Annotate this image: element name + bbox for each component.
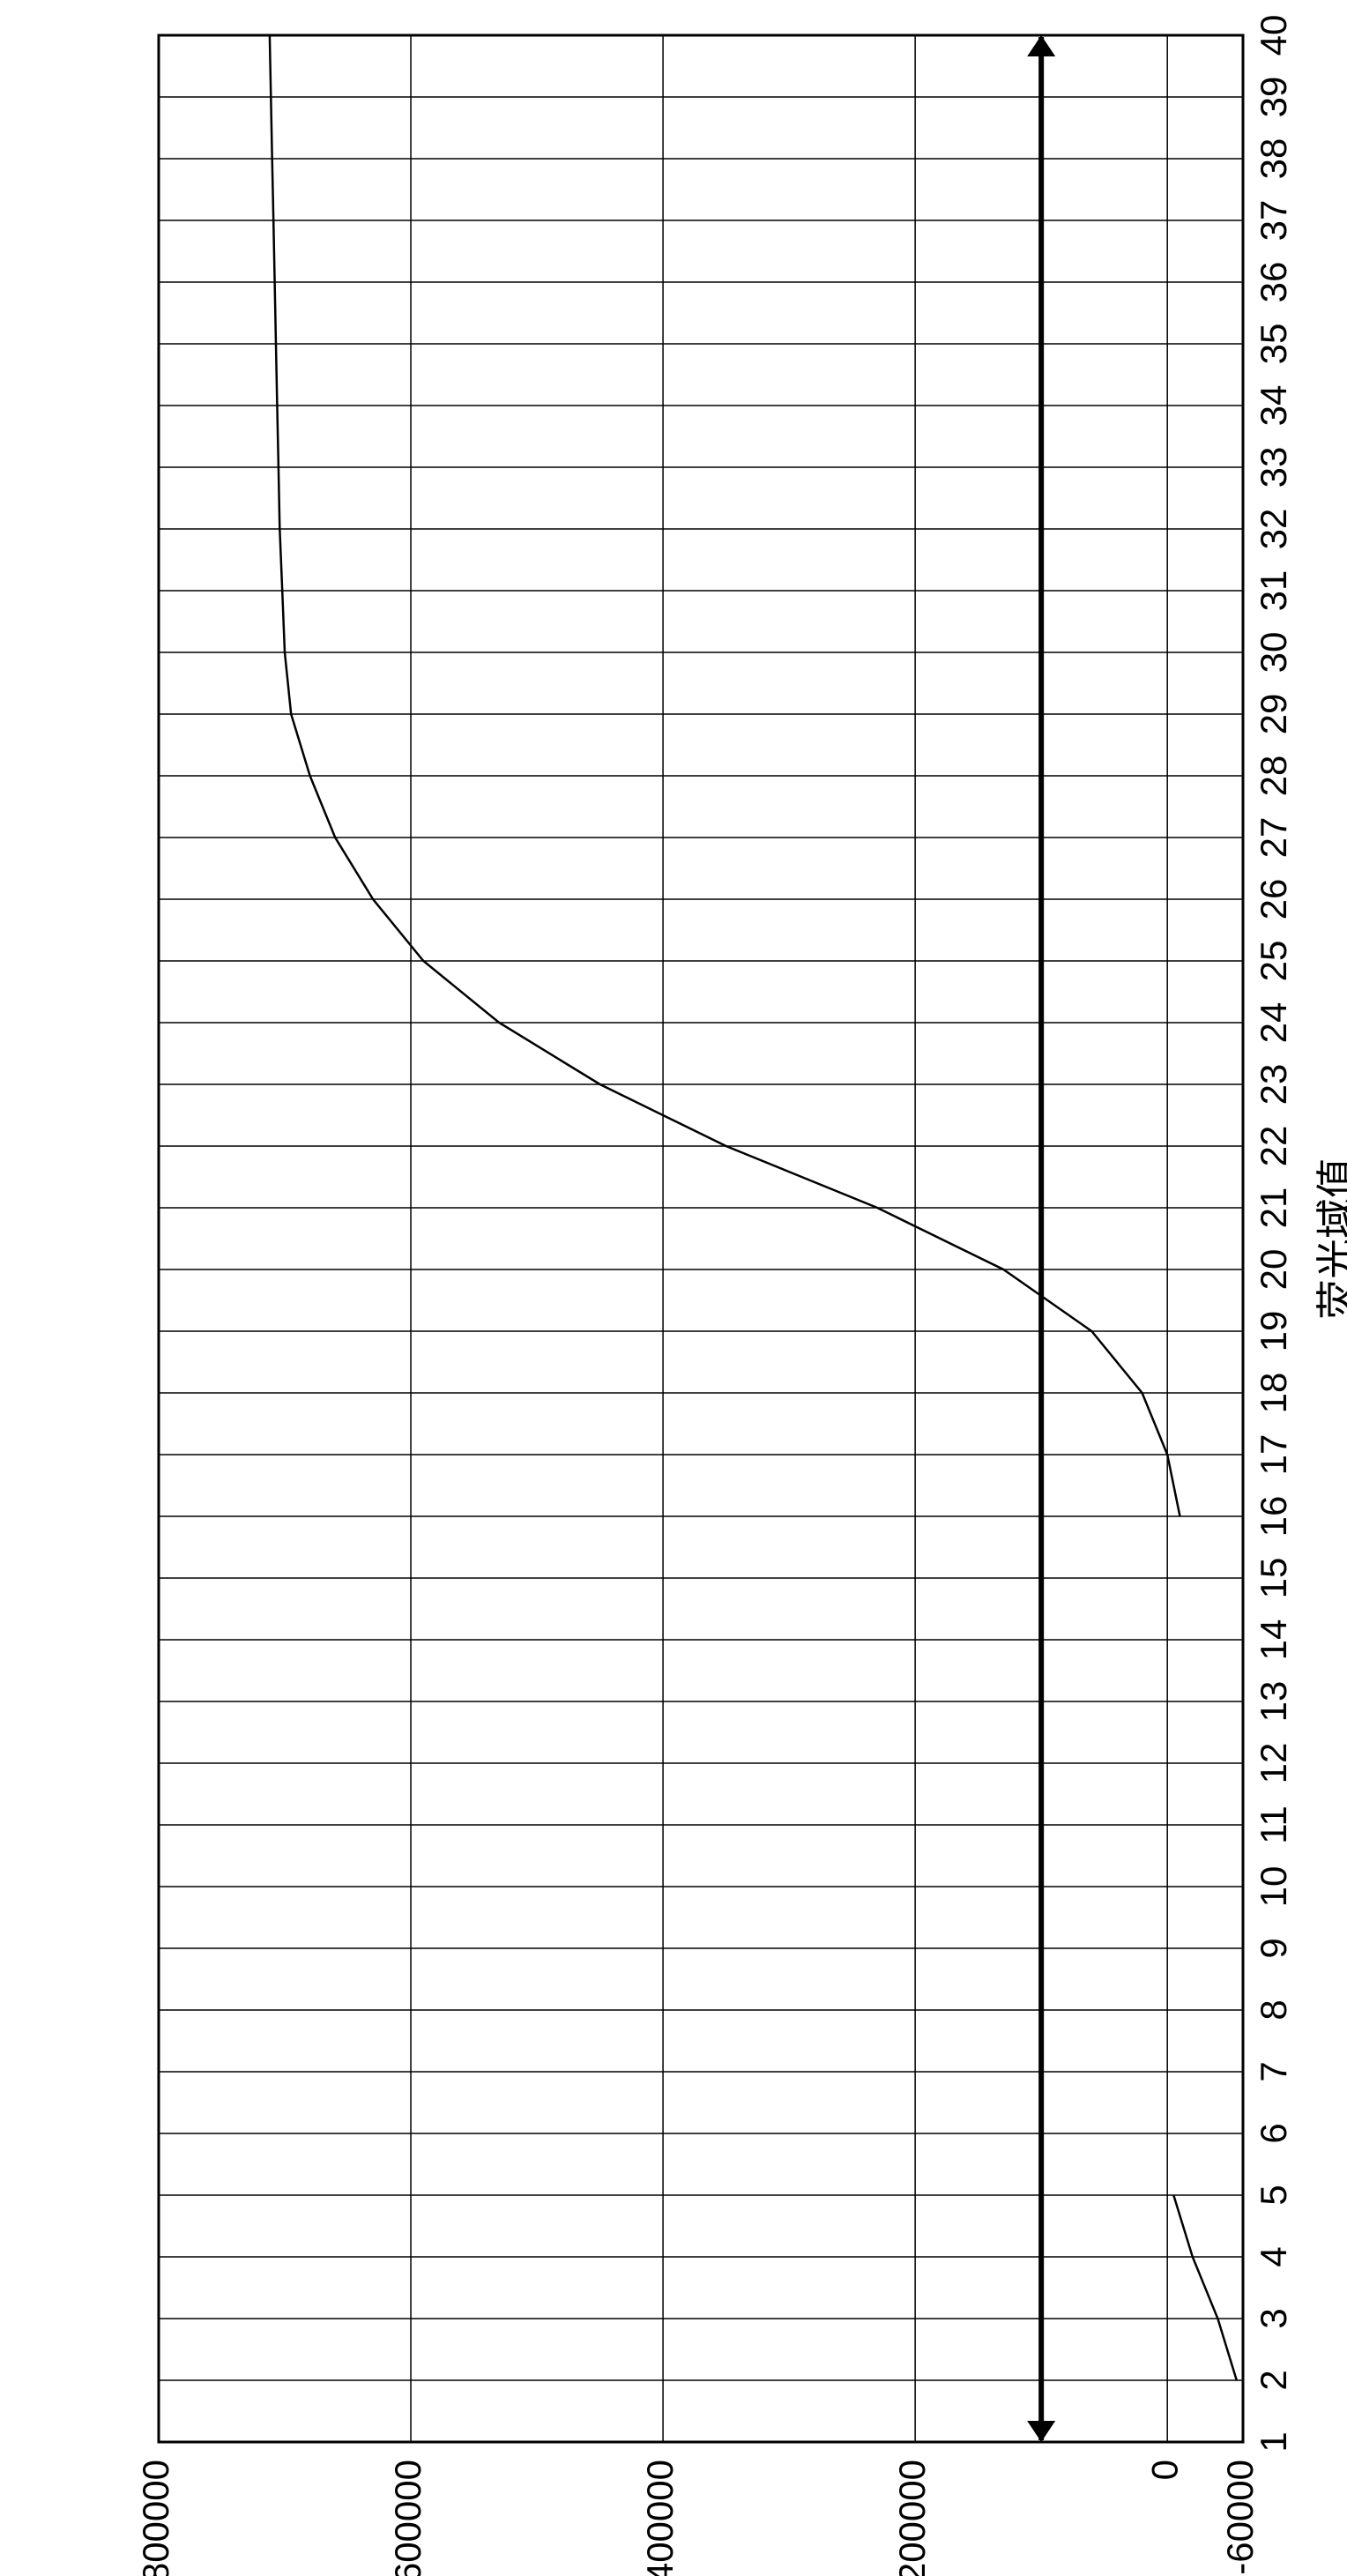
x-tick-label: 11 <box>1253 1805 1294 1844</box>
x-tick-label: 38 <box>1253 138 1294 180</box>
y-tick-label: -60000 <box>1219 2460 1261 2575</box>
x-tick-label: 9 <box>1253 1938 1294 1958</box>
x-tick-label: 34 <box>1253 385 1294 427</box>
x-tick-label: 20 <box>1253 1249 1294 1291</box>
x-tick-label: 6 <box>1253 2123 1294 2143</box>
y-tick-label: 200000 <box>891 2460 933 2576</box>
y-tick-label: 800000 <box>135 2460 176 2576</box>
x-tick-label: 37 <box>1253 200 1294 242</box>
x-tick-label: 15 <box>1253 1558 1294 1599</box>
x-tick-label: 32 <box>1253 509 1294 550</box>
x-tick-label: 23 <box>1253 1064 1294 1106</box>
x-tick-label: 24 <box>1253 1002 1294 1044</box>
x-tick-label: 8 <box>1253 1999 1294 2020</box>
x-tick-label: 30 <box>1253 632 1294 674</box>
x-tick-label: 17 <box>1253 1434 1294 1476</box>
x-tick-label: 4 <box>1253 2246 1294 2267</box>
x-tick-label: 26 <box>1253 879 1294 920</box>
x-tick-label: 39 <box>1253 77 1294 118</box>
x-tick-label: 22 <box>1253 1126 1294 1167</box>
x-tick-label: 31 <box>1253 570 1294 612</box>
line-chart: 1234567891011121314151617181920212223242… <box>0 0 1347 2576</box>
x-tick-label: 25 <box>1253 941 1294 982</box>
x-tick-label: 35 <box>1253 324 1294 365</box>
y-tick-label: 600000 <box>387 2460 428 2576</box>
x-tick-label: 10 <box>1253 1866 1294 1908</box>
x-tick-label: 29 <box>1253 694 1294 735</box>
x-tick-label: 13 <box>1253 1681 1294 1723</box>
chart-container: 1234567891011121314151617181920212223242… <box>0 0 1347 2576</box>
y-tick-label: 400000 <box>639 2460 681 2576</box>
x-tick-label: 28 <box>1253 756 1294 797</box>
x-tick-label: 1 <box>1253 2431 1294 2452</box>
y-tick-label: 0 <box>1143 2460 1185 2480</box>
x-tick-label: 16 <box>1253 1496 1294 1537</box>
x-tick-label: 36 <box>1253 262 1294 303</box>
x-axis-title: 荧光域值 <box>1314 1158 1347 1320</box>
x-tick-label: 14 <box>1253 1619 1294 1661</box>
x-tick-label: 5 <box>1253 2185 1294 2205</box>
x-tick-label: 27 <box>1253 817 1294 859</box>
x-tick-label: 40 <box>1253 15 1294 56</box>
x-tick-label: 3 <box>1253 2308 1294 2328</box>
x-tick-label: 21 <box>1253 1187 1294 1229</box>
x-tick-label: 19 <box>1253 1311 1294 1352</box>
x-tick-label: 7 <box>1253 2061 1294 2081</box>
x-tick-label: 33 <box>1253 447 1294 488</box>
x-tick-label: 12 <box>1253 1743 1294 1784</box>
x-tick-label: 2 <box>1253 2370 1294 2390</box>
x-tick-label: 18 <box>1253 1373 1294 1414</box>
